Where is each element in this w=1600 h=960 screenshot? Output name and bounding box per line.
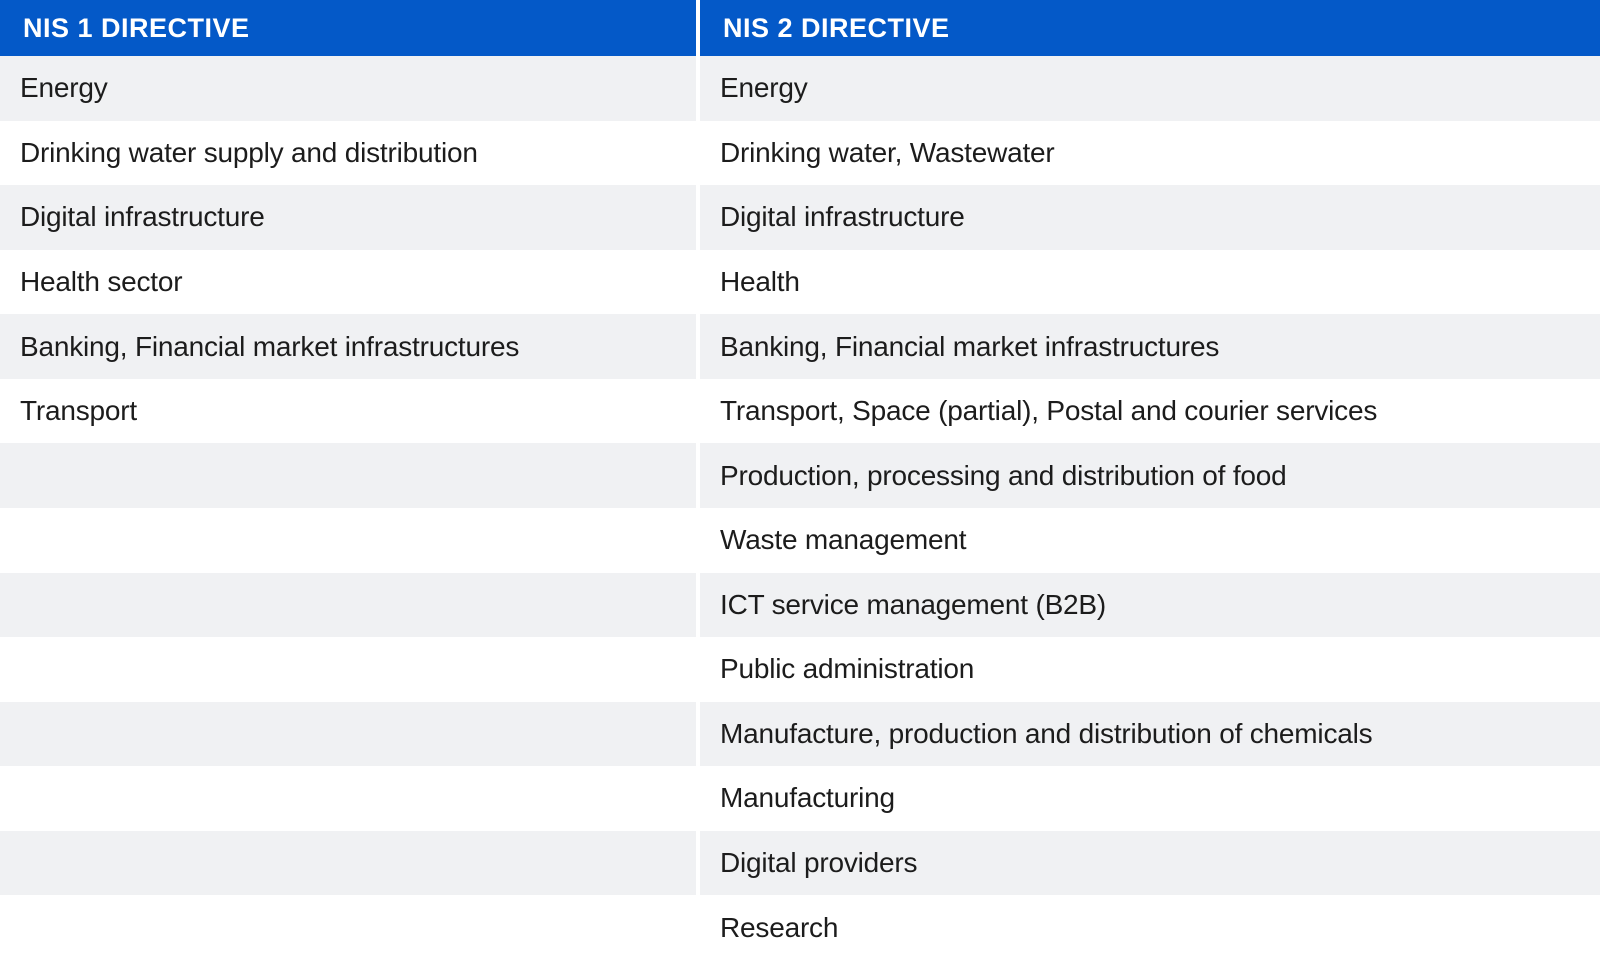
nis1-column: NIS 1 DIRECTIVE Energy Drinking water su… [0, 0, 696, 960]
nis1-cell [0, 507, 696, 573]
nis2-cell: Energy [700, 56, 1600, 121]
nis1-cell: Transport [0, 378, 696, 444]
nis2-cell: Manufacturing [700, 766, 1600, 831]
nis2-cell: Drinking water, Wastewater [700, 120, 1600, 186]
nis1-cell [0, 830, 696, 896]
nis2-cell: Banking, Financial market infrastructure… [700, 314, 1600, 379]
nis2-cell: Digital providers [700, 830, 1600, 896]
nis2-cell: Transport, Space (partial), Postal and c… [700, 378, 1600, 444]
nis2-cell: Manufacture, production and distribution… [700, 701, 1600, 767]
nis1-cell: Digital infrastructure [0, 185, 696, 250]
nis1-cell: Energy [0, 56, 696, 121]
nis2-column: NIS 2 DIRECTIVE Energy Drinking water, W… [700, 0, 1600, 960]
nis1-cell: Banking, Financial market infrastructure… [0, 314, 696, 379]
nis1-column-header: NIS 1 DIRECTIVE [0, 0, 696, 56]
nis1-cell [0, 637, 696, 702]
nis2-cell: Research [700, 895, 1600, 960]
nis1-cell: Health sector [0, 249, 696, 315]
nis2-cell: ICT service management (B2B) [700, 572, 1600, 638]
nis1-cell [0, 443, 696, 508]
nis2-cell: Health [700, 249, 1600, 315]
nis1-cell [0, 701, 696, 767]
nis1-cell: Drinking water supply and distribution [0, 120, 696, 186]
nis2-cell: Waste management [700, 507, 1600, 573]
nis2-column-header: NIS 2 DIRECTIVE [700, 0, 1600, 56]
nis1-cell [0, 895, 696, 960]
nis2-cell: Production, processing and distribution … [700, 443, 1600, 508]
nis1-cell [0, 572, 696, 638]
nis1-cell [0, 766, 696, 831]
nis2-cell: Public administration [700, 637, 1600, 702]
nis2-cell: Digital infrastructure [700, 185, 1600, 250]
